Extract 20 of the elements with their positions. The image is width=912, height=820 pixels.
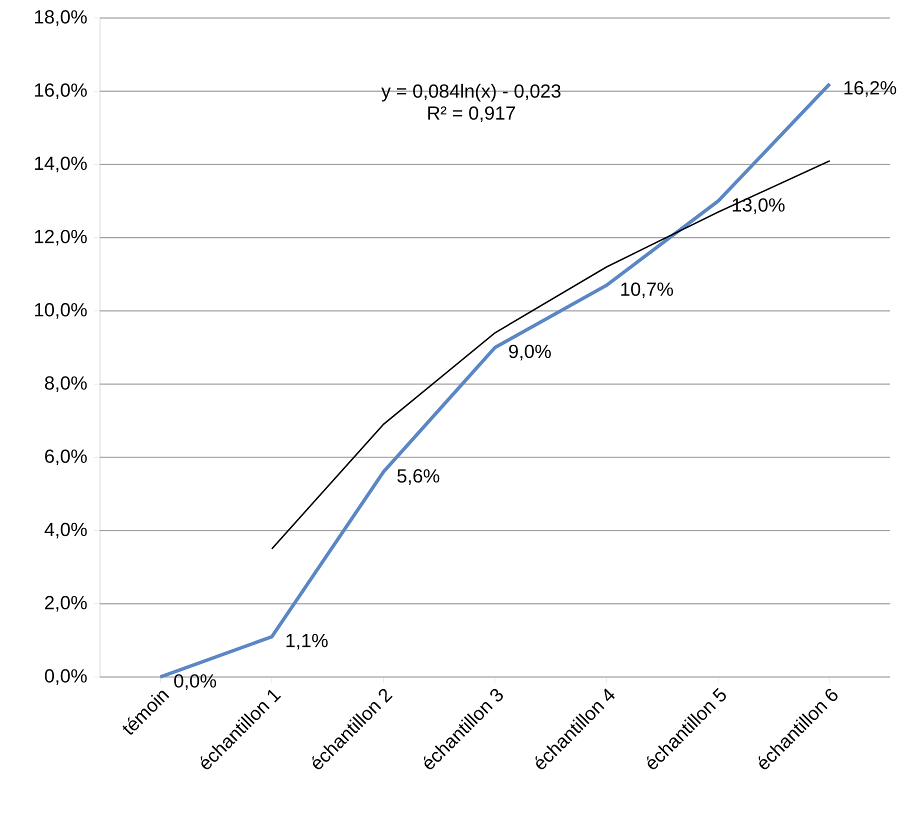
y-tick-label: 4,0% — [44, 522, 87, 538]
y-tick-label: 18,0% — [35, 10, 87, 26]
line-series — [271, 160, 831, 550]
data-label: 13,0% — [732, 198, 785, 214]
y-tick-label: 16,0% — [35, 83, 87, 100]
data-label: 1,1% — [286, 634, 328, 650]
y-tick-label: 6,0% — [45, 449, 87, 466]
data-label: 5,6% — [397, 469, 440, 485]
y-tick-label: 12,0% — [35, 230, 87, 246]
y-tick-label: 10,0% — [35, 303, 87, 319]
data-label: 0,0% — [174, 674, 216, 690]
annotation: y = 0,084ln(x) - 0,023 — [381, 84, 560, 102]
y-tick-label: 0,0% — [44, 669, 87, 685]
data-label: 9,0% — [509, 344, 551, 360]
data-label: 10,7% — [621, 282, 673, 298]
data-label: 16,2% — [844, 81, 896, 97]
y-tick-label: 2,0% — [45, 596, 87, 612]
y-tick-label: 14,0% — [35, 156, 87, 172]
annotation: R² = 0,917 — [428, 106, 515, 122]
y-tick-label: 8,0% — [44, 376, 87, 392]
